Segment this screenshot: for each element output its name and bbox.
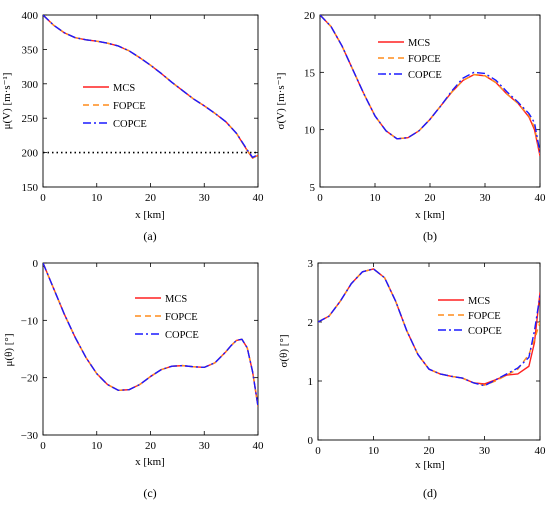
panel-b-ylabel: σ(V) [m·s⁻¹] [275,73,287,130]
panel-c-ytick-label: −30 [21,430,39,442]
panel-d-xtick-label: 40 [535,445,547,457]
panel-a-ytick-label: 300 [22,79,39,91]
panel-c-series-copce [43,263,258,407]
panel-a-legend-label-copce: COPCE [113,119,147,130]
panel-a-ytick-label: 350 [22,44,39,56]
panel-d-label: (d) [423,486,437,500]
panel-d-ytick-label: 3 [308,258,314,270]
panel-a-axes-box [42,14,259,188]
panel-d-series-copce [318,268,540,387]
panel-d-xlabel: x [km] [415,459,445,471]
panel-b-ytick-label: 20 [304,10,316,22]
panel-d-ytick-label: 1 [308,376,314,388]
panel-a-xtick-label: 0 [40,192,46,204]
panel-d-ytick-label: 0 [308,435,314,447]
panel-d-legend-label-fopce: FOPCE [468,311,501,322]
panel-c-legend-label-fopce: FOPCE [165,312,198,323]
panel-d-ytick-label: 2 [308,317,314,329]
panel-c-series-fopce [43,263,258,407]
panel-a-xtick-label: 20 [145,192,157,204]
panel-d-xtick-label: 20 [424,445,436,457]
panel-d-ylabel: σ(θ) [°] [278,335,290,368]
panel-d-series-fopce [318,268,540,386]
panel-c-legend-label-mcs: MCS [165,294,187,305]
panel-b-xtick-label: 0 [317,192,323,204]
panel-b-series-copce [320,15,540,153]
panel-a-xtick-label: 30 [199,192,211,204]
panel-c-xtick-label: 10 [91,440,103,452]
panel-c-axes-box [42,262,259,436]
panel-b-xtick-label: 30 [480,192,492,204]
panel-a-xtick-label: 40 [253,192,265,204]
panel-c-ytick-label: −10 [21,315,39,327]
panel-b-legend-label-copce: COPCE [408,70,442,81]
panel-c-xtick-label: 20 [145,440,157,452]
panel-c-ytick-label: 0 [33,258,39,270]
panel-d-xtick-label: 30 [479,445,491,457]
panel-d-xtick-label: 0 [315,445,321,457]
panel-b-legend-label-fopce: FOPCE [408,54,441,65]
panel-c-xtick-label: 30 [199,440,211,452]
panel-b-ytick-label: 10 [304,125,316,137]
panel-d-xtick-label: 10 [368,445,380,457]
panel-c-xlabel: x [km] [135,456,165,468]
panel-a-series-fopce [43,15,258,159]
panel-b-legend-label-mcs: MCS [408,38,430,49]
panel-a-ytick-label: 250 [22,113,39,125]
panel-d-legend-label-mcs: MCS [468,296,490,307]
panel-d-axes-box [317,262,541,441]
panel-a-ytick-label: 200 [22,148,39,160]
panel-a-ytick-label: 400 [22,10,39,22]
panel-c-ytick-label: −20 [21,373,39,385]
panel-c-label: (c) [143,486,156,500]
panel-b-ytick-label: 5 [310,182,316,194]
panel-b-series-fopce [320,15,540,154]
panel-b-label: (b) [423,229,437,243]
panel-c-ylabel: μ(θ) [°] [3,334,15,367]
panel-b-xtick-label: 10 [370,192,382,204]
panel-d-series-mcs [318,268,540,385]
panel-a-series-copce [43,15,258,159]
panel-b-xlabel: x [km] [415,209,445,221]
panel-a-legend-label-mcs: MCS [113,83,135,94]
panel-b-series-mcs [320,15,540,157]
panel-d-legend-label-copce: COPCE [468,326,502,337]
panel-c-xtick-label: 40 [253,440,265,452]
panel-c-legend-label-copce: COPCE [165,330,199,341]
panel-a-legend-label-fopce: FOPCE [113,101,146,112]
panel-b-xtick-label: 20 [425,192,437,204]
panel-a-xlabel: x [km] [135,209,165,221]
panel-b-xtick-label: 40 [535,192,547,204]
panel-b-ytick-label: 15 [304,67,316,79]
panel-a-xtick-label: 10 [91,192,103,204]
panel-a-series-mcs [43,15,258,159]
panel-c-xtick-label: 0 [40,440,46,452]
panel-a-label: (a) [143,229,156,243]
panel-a-ytick-label: 150 [22,182,39,194]
panel-c-series-mcs [43,263,258,407]
panel-a-ylabel: μ(V) [m·s⁻¹] [1,73,13,130]
